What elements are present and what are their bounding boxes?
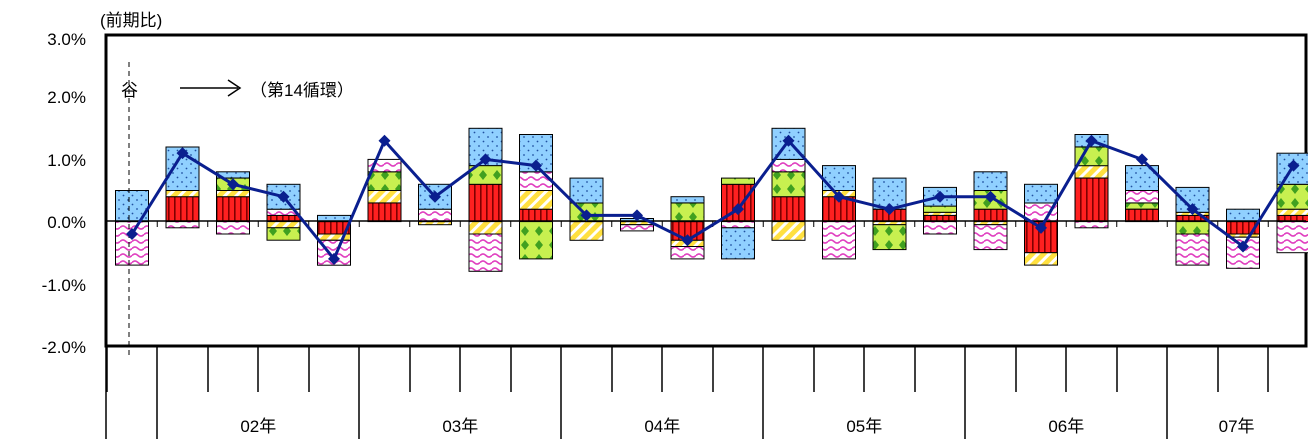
bar-segment-s3-q6 [419, 209, 452, 221]
bar-segment-s3-q7 [469, 234, 502, 271]
x-group-label: 03年 [442, 417, 478, 436]
bar-segment-s3-q21 [1176, 234, 1209, 265]
bar-segment-s4-q17 [974, 172, 1007, 191]
bar-segment-s2-q21 [1176, 222, 1209, 234]
bar-segment-s1-q3 [267, 222, 300, 228]
bar-segment-s1-q13 [772, 222, 805, 241]
bar-segment-s3-q23 [1277, 222, 1308, 253]
bar-segment-s1-q2 [217, 191, 250, 197]
bar-segment-s1-q19 [1075, 166, 1108, 178]
bar-segment-s0-q2 [217, 197, 250, 222]
bar-segment-s2-q13 [772, 172, 805, 197]
bar-segment-s2-q15 [873, 225, 906, 250]
bar-segment-s4-q14 [823, 166, 856, 191]
bar-segment-s4-q11 [671, 197, 704, 203]
bar-segment-s4-q22 [1227, 209, 1260, 221]
bar-segment-s3-q1 [166, 222, 199, 228]
y-tick-label: -1.0% [42, 276, 86, 295]
bar-segment-s0-q20 [1126, 209, 1159, 221]
stacked-bars [116, 128, 1308, 271]
bar-segment-s3-q14 [823, 222, 856, 259]
bar-segment-s3-q19 [1075, 222, 1108, 228]
bar-segment-s1-q1 [166, 191, 199, 197]
x-axis: 02年 03年 04年 05年 06年 07年 [106, 346, 1268, 439]
x-group-label: 05年 [846, 417, 882, 436]
bar-segment-s3-q17 [974, 225, 1007, 250]
bar-segment-s3-q11 [671, 247, 704, 259]
bar-segment-s0-q19 [1075, 178, 1108, 222]
bar-segment-s3-q8 [520, 172, 553, 191]
x-group-label: 02年 [240, 417, 276, 436]
y-tick-label: -2.0% [42, 338, 86, 357]
bar-segment-s1-q7 [469, 222, 502, 234]
x-group-label: 06年 [1048, 417, 1084, 436]
bar-segment-s4-q9 [570, 178, 603, 203]
x-group-label: 04年 [644, 417, 680, 436]
bar-segment-s3-q16 [924, 222, 957, 234]
y-tick-label: 0.0% [47, 213, 86, 232]
bar-segment-s2-q5 [368, 172, 401, 191]
trough-label: 谷 [121, 81, 138, 100]
bar-segment-s0-q1 [166, 197, 199, 222]
bar-segment-s2-q11 [671, 203, 704, 222]
bar-segment-s2-q20 [1126, 203, 1159, 209]
bar-segment-s4-q18 [1025, 184, 1058, 203]
bar-segment-s3-q20 [1126, 191, 1159, 203]
total-line-path [132, 141, 1294, 259]
total-line [126, 135, 1300, 265]
bar-segment-s3-q12 [722, 222, 755, 228]
bar-segment-s2-q8 [520, 222, 553, 259]
cycle-label: （第14循環） [250, 81, 354, 100]
bar-segment-s3-q10 [621, 225, 654, 231]
y-tick-label: 3.0% [47, 30, 86, 49]
unit-label: (前期比) [100, 11, 162, 30]
y-axis-ticks: 3.0% 2.0% 1.0% 0.0% -1.0% -2.0% [42, 30, 86, 357]
y-tick-label: 1.0% [47, 151, 86, 170]
bar-segment-s2-q12 [722, 178, 755, 184]
bar-segment-s1-q23 [1277, 209, 1308, 215]
bar-segment-s0-q5 [368, 203, 401, 222]
bar-segment-s2-q23 [1277, 184, 1308, 209]
bar-segment-s2-q16 [924, 206, 957, 212]
bar-segment-s3-q13 [772, 159, 805, 171]
bar-segment-s4-q12 [722, 228, 755, 259]
bar-segment-s1-q8 [520, 191, 553, 210]
bar-segment-s1-q5 [368, 191, 401, 203]
bar-segment-s3-q2 [217, 222, 250, 234]
bar-segment-s0-q8 [520, 209, 553, 221]
bar-segment-s2-q3 [267, 228, 300, 240]
bar-segment-s0-q13 [772, 197, 805, 222]
x-group-label: 07年 [1219, 417, 1255, 436]
bar-segment-s0-q7 [469, 184, 502, 221]
bar-segment-s1-q9 [570, 222, 603, 241]
bar-segment-s0-q17 [974, 209, 1007, 221]
bar-segment-s1-q18 [1025, 253, 1058, 265]
y-tick-label: 2.0% [47, 88, 86, 107]
